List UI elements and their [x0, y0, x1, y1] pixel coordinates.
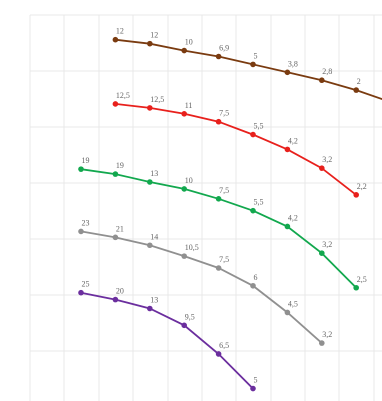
series-0-point-0 — [112, 36, 119, 43]
series-4-data-label-3: 9,5 — [185, 312, 195, 321]
series-2-data-label-1: 19 — [116, 161, 124, 170]
series-1-point-4 — [250, 131, 256, 138]
series-4-data-label-4: 6,5 — [219, 341, 229, 350]
series-4-point-2 — [147, 305, 153, 312]
series-1-data-label-5: 4,2 — [288, 136, 298, 145]
series-4-point-5 — [250, 385, 256, 392]
series-3-data-label-4: 7,5 — [219, 255, 229, 264]
series-2-data-label-0: 19 — [82, 156, 90, 165]
series-0-data-label-0: 12 — [116, 27, 124, 36]
series-1-point-1 — [147, 105, 153, 111]
series-2-point-4 — [215, 196, 222, 202]
series-0-point-1 — [147, 40, 153, 47]
series-1-point-5 — [284, 146, 291, 153]
series-3-data-label-3: 10,5 — [185, 243, 199, 252]
series-3-point-0 — [78, 228, 84, 235]
series-3-data-label-1: 21 — [116, 224, 124, 233]
series-3-point-5 — [250, 282, 256, 289]
series-1-data-label-0: 12,5 — [116, 91, 130, 100]
series-4: 25 20 13 9,5 6,5 5 — [78, 280, 258, 392]
series-0: 12 12 10 6,9 5 3,8 2,8 2 — [112, 27, 382, 100]
series-0-data-label-1: 12 — [150, 31, 158, 40]
series-0-data-label-2: 10 — [185, 38, 193, 47]
series-4-line — [80, 291, 254, 390]
series-0-data-label-5: 3,8 — [288, 59, 298, 68]
series-0-data-label-3: 6,9 — [219, 44, 229, 53]
series-1-line — [115, 103, 357, 196]
series-2-data-label-4: 7,5 — [219, 186, 229, 195]
series-2-data-label-3: 10 — [185, 176, 193, 185]
series-3-data-label-6: 4,5 — [288, 299, 298, 308]
series-1-point-0 — [112, 101, 119, 107]
series-1-data-label-7: 2,2 — [357, 182, 367, 191]
series-3: 23 21 14 10,5 7,5 6 4,5 3,2 — [78, 218, 332, 346]
series-4-data-label-0: 25 — [82, 280, 90, 289]
series-3-point-4 — [215, 265, 222, 271]
series-0-point-2 — [181, 47, 187, 54]
series-4-data-label-1: 20 — [116, 287, 124, 296]
series-2-data-label-6: 4,2 — [288, 213, 298, 222]
series-4-data-label-2: 13 — [150, 296, 158, 305]
series-1-point-3 — [215, 118, 222, 125]
series-1-point-6 — [319, 165, 325, 171]
series-0-point-6 — [319, 77, 325, 84]
series-3-data-label-7: 3,2 — [322, 330, 332, 339]
series-2-point-2 — [147, 179, 153, 185]
series-1-data-label-4: 5,5 — [254, 122, 264, 131]
series-4-point-1 — [112, 296, 119, 303]
series-3-line — [80, 230, 323, 344]
series-3-point-6 — [284, 309, 291, 316]
series-1-data-label-3: 7,5 — [219, 109, 229, 118]
series-4-point-4 — [215, 351, 222, 357]
series-1-data-label-2: 11 — [185, 101, 193, 110]
series-0-point-7 — [353, 87, 360, 93]
series-2-data-label-5: 5,5 — [254, 198, 264, 207]
series-1: 12,5 12,5 11 7,5 5,5 4,2 3,2 2,2 — [112, 91, 367, 198]
series-2-point-7 — [319, 250, 325, 256]
series-3-data-label-0: 23 — [82, 218, 90, 227]
series-2-data-label-8: 2,5 — [357, 275, 367, 284]
series-0-point-3 — [215, 53, 222, 60]
series-4-point-0 — [78, 289, 84, 296]
series-3-point-1 — [112, 234, 119, 241]
series-4-data-label-5: 5 — [254, 376, 258, 385]
series-3-point-7 — [319, 340, 325, 346]
series-0-data-label-4: 5 — [254, 51, 258, 60]
series-0-data-label-6: 2,8 — [322, 67, 332, 76]
series-1-data-label-1: 12,5 — [150, 95, 164, 104]
series-1-point-2 — [181, 111, 187, 117]
series-3-data-label-5: 6 — [254, 273, 258, 282]
series-2-data-label-7: 3,2 — [322, 240, 332, 249]
series-2-data-label-2: 13 — [150, 169, 158, 178]
series-4-point-3 — [181, 322, 187, 329]
series-2-point-8 — [353, 284, 360, 291]
series-2-point-1 — [112, 171, 119, 177]
series-3-point-3 — [181, 253, 187, 259]
series-2-point-3 — [181, 186, 187, 192]
series-0-data-label-7: 2 — [357, 77, 361, 86]
series-2-point-5 — [250, 207, 256, 214]
series-2-point-6 — [284, 223, 291, 230]
series-2-point-0 — [78, 166, 84, 172]
series-3-point-2 — [147, 242, 153, 249]
series-0-point-5 — [284, 69, 291, 76]
series-1-point-7 — [353, 192, 360, 198]
series-2: 19 19 13 10 7,5 5,5 4,2 3,2 2,5 — [78, 156, 367, 291]
series-0-point-4 — [250, 61, 256, 68]
series-1-data-label-6: 3,2 — [322, 155, 332, 164]
series-3-data-label-2: 14 — [150, 232, 158, 241]
